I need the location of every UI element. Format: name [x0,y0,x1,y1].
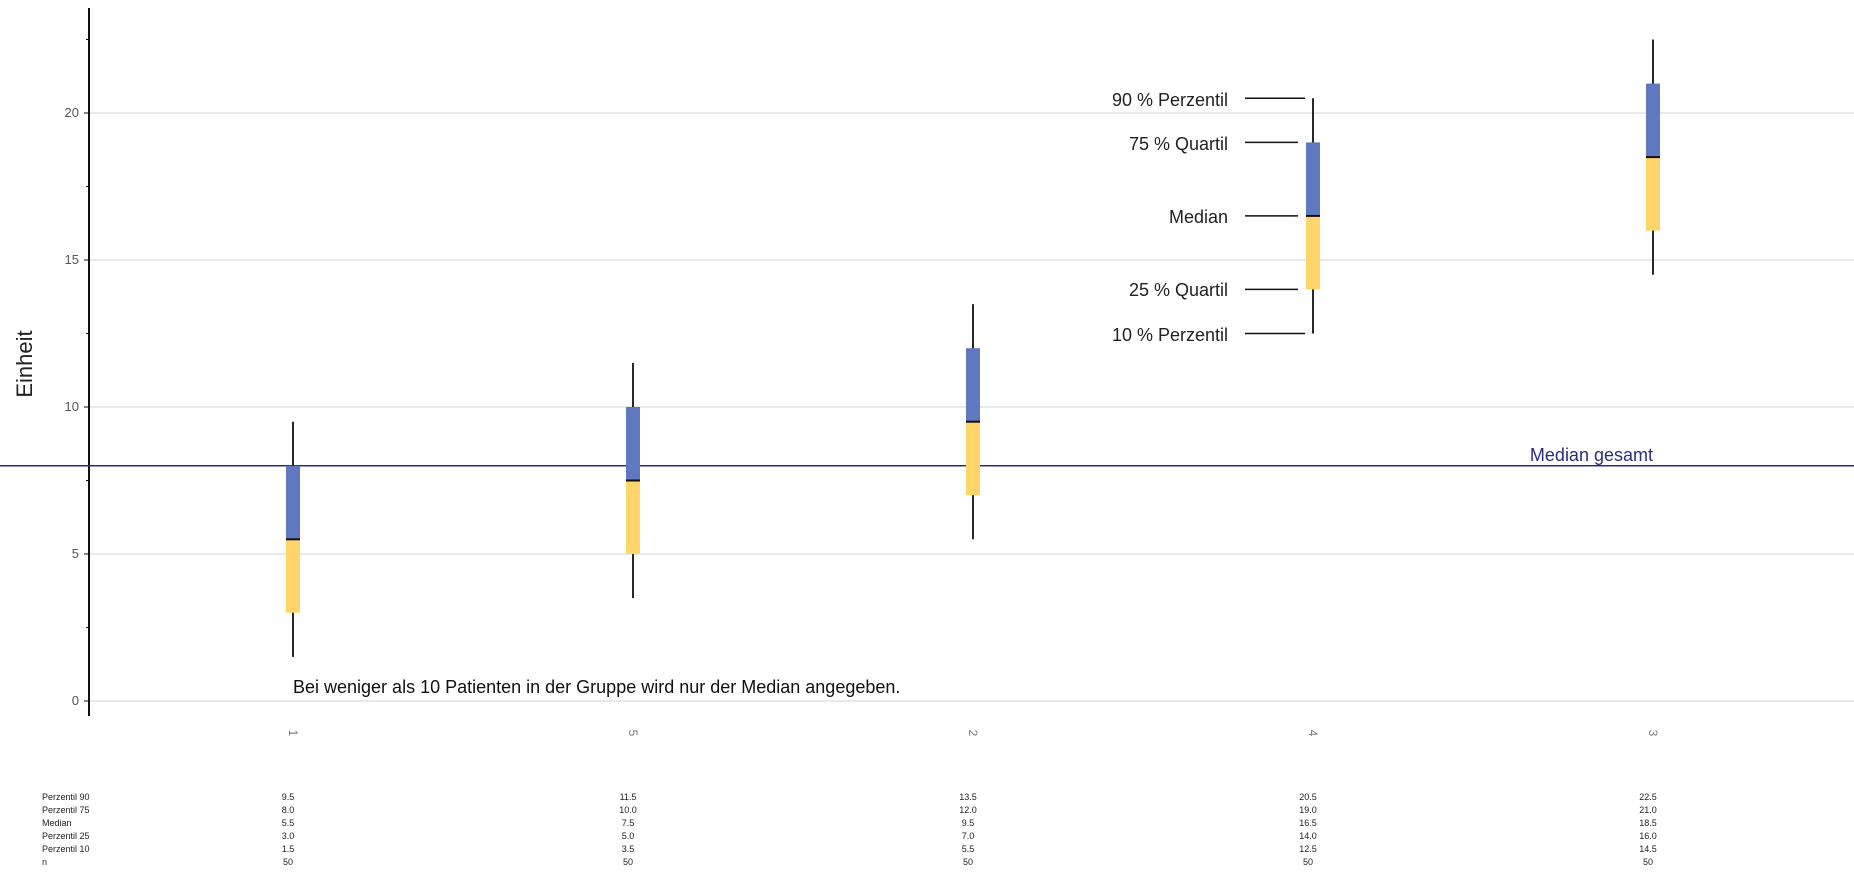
y-tick-label: 0 [72,693,79,708]
table-cell: 16.5 [1299,818,1317,828]
box-upper [286,465,300,540]
y-axis-label: Einheit [12,330,37,397]
legend-median-label: Median [1169,207,1228,227]
table-cell: 14.0 [1299,831,1317,841]
box-upper [1646,83,1660,158]
category-label: 1 [286,730,300,737]
table-cell: 7.5 [622,818,635,828]
box-group-2 [966,304,980,540]
category-label: 3 [1646,730,1660,737]
y-tick-label: 20 [65,105,79,120]
note-text: Bei weniger als 10 Patienten in der Grup… [293,677,900,697]
table-cell: 5.5 [282,818,295,828]
y-tick-label: 10 [65,399,79,414]
table-cell: 7.0 [962,831,975,841]
table-cell: 10.0 [619,805,637,815]
table-cell: 12.0 [959,805,977,815]
table-cell: 50 [963,857,973,867]
table-cell: 8.0 [282,805,295,815]
table-cell: 21.0 [1639,805,1657,815]
table-cell: 12.5 [1299,844,1317,854]
box-group-5 [626,362,640,599]
table-cell: 16.0 [1639,831,1657,841]
table-cell: 50 [623,857,633,867]
box-upper [966,348,980,422]
table-row-label: Median [42,818,72,828]
y-tick-label: 15 [65,252,79,267]
table-cell: 14.5 [1639,844,1657,854]
table-cell: 22.5 [1639,792,1657,802]
category-labels: 1 5 2 4 3 [286,730,1660,737]
box-upper [626,407,640,481]
table-cell: 11.5 [620,792,637,802]
box-lower [626,480,640,554]
box-group-1 [286,421,300,657]
box-lower [1306,215,1320,290]
legend-p10-label: 10 % Perzentil [1112,325,1228,345]
category-label: 2 [966,730,980,737]
table-row-label: Perzentil 90 [42,792,90,802]
table-cell: 19.0 [1299,805,1317,815]
box-group-4 [1306,98,1320,334]
table-cell: 50 [1303,857,1313,867]
table-cell: 1.5 [282,844,295,854]
table-cell: 50 [283,857,293,867]
legend-p25-label: 25 % Quartil [1129,280,1228,300]
table-cell: 9.5 [962,818,975,828]
legend-annotation: 90 % Perzentil 75 % Quartil Median 25 % … [1112,90,1305,345]
table-cell: 3.0 [282,831,295,841]
box-lower [1646,157,1660,231]
legend-p75-label: 75 % Quartil [1129,134,1228,154]
table-row-label: Perzentil 10 [42,844,90,854]
table-row-label: Perzentil 25 [42,831,90,841]
table-cell: 20.5 [1299,792,1317,802]
table-row-label: Perzentil 75 [42,805,90,815]
stats-table: Perzentil 90 9.5 11.5 13.5 20.5 22.5 Perzentil… [42,792,1657,867]
table-row-label: n [42,857,47,867]
box-lower [286,539,300,613]
category-label: 4 [1306,730,1320,737]
table-cell: 50 [1643,857,1653,867]
legend-p90-label: 90 % Perzentil [1112,90,1228,110]
overall-median-label: Median gesamt [1530,445,1653,465]
box-group-3 [1646,39,1660,275]
box-layer [286,39,1660,657]
table-cell: 5.5 [962,844,975,854]
y-axis: 0 5 10 15 20 [65,8,90,716]
table-cell: 18.5 [1639,818,1657,828]
category-label: 5 [626,730,640,737]
table-cell: 3.5 [622,844,635,854]
y-tick-label: 5 [72,546,79,561]
box-upper [1306,142,1320,216]
overall-median-layer: Median gesamt [0,445,1854,467]
table-cell: 9.5 [282,792,295,802]
table-cell: 13.5 [959,792,977,802]
box-lower [966,421,980,496]
table-cell: 5.0 [622,831,635,841]
